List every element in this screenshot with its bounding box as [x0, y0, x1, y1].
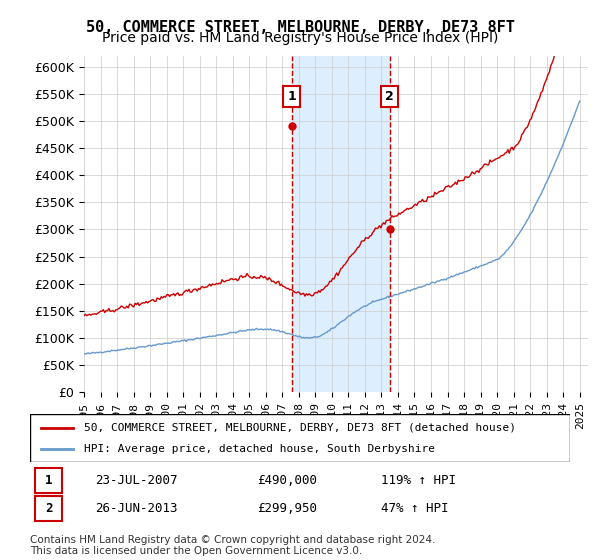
Text: 50, COMMERCE STREET, MELBOURNE, DERBY, DE73 8FT: 50, COMMERCE STREET, MELBOURNE, DERBY, D… [86, 20, 514, 35]
Text: 119% ↑ HPI: 119% ↑ HPI [381, 474, 456, 487]
Text: 1: 1 [45, 474, 53, 487]
Text: 47% ↑ HPI: 47% ↑ HPI [381, 502, 449, 515]
Text: 23-JUL-2007: 23-JUL-2007 [95, 474, 178, 487]
FancyBboxPatch shape [35, 468, 62, 493]
Text: 1: 1 [287, 90, 296, 103]
Text: Contains HM Land Registry data © Crown copyright and database right 2024.
This d: Contains HM Land Registry data © Crown c… [30, 535, 436, 557]
FancyBboxPatch shape [30, 414, 570, 462]
Text: £299,950: £299,950 [257, 502, 317, 515]
Text: HPI: Average price, detached house, South Derbyshire: HPI: Average price, detached house, Sout… [84, 444, 435, 454]
Text: 26-JUN-2013: 26-JUN-2013 [95, 502, 178, 515]
Text: 50, COMMERCE STREET, MELBOURNE, DERBY, DE73 8FT (detached house): 50, COMMERCE STREET, MELBOURNE, DERBY, D… [84, 423, 516, 433]
Text: £490,000: £490,000 [257, 474, 317, 487]
Text: 2: 2 [385, 90, 394, 103]
Text: Price paid vs. HM Land Registry's House Price Index (HPI): Price paid vs. HM Land Registry's House … [102, 31, 498, 45]
Bar [292, 56, 389, 392]
FancyBboxPatch shape [35, 496, 62, 521]
Text: 2: 2 [45, 502, 53, 515]
